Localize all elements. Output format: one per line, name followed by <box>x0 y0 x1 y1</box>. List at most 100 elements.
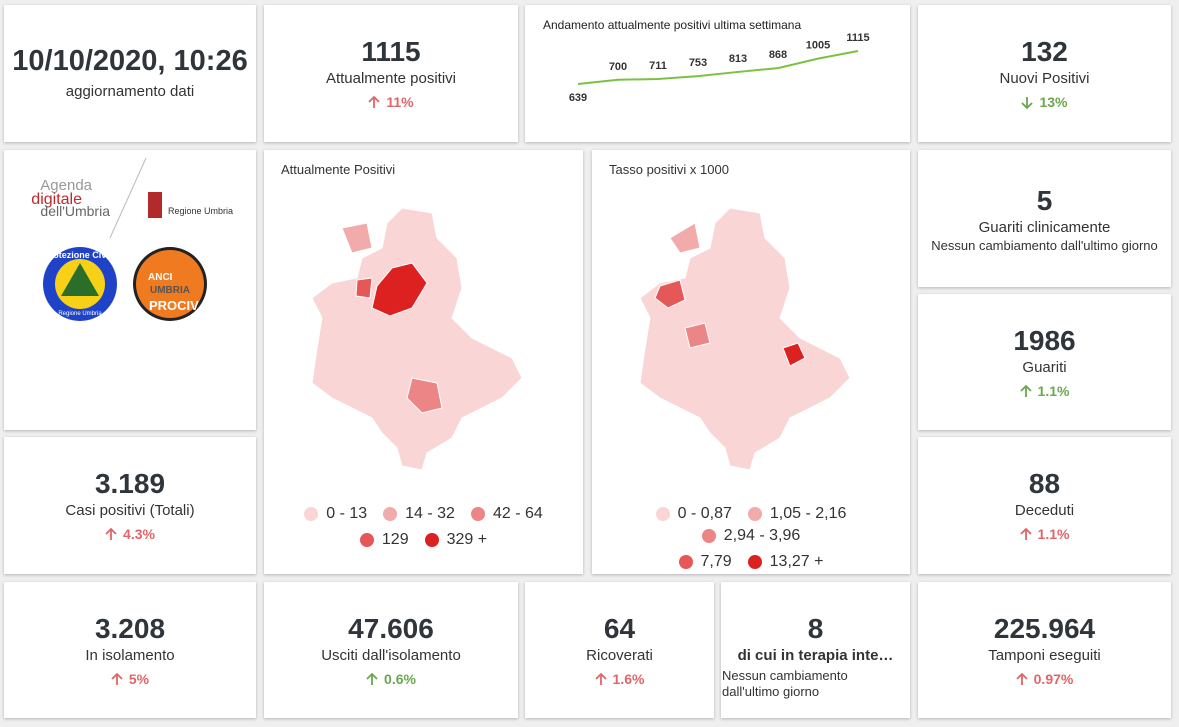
kpi-value: 5 <box>1036 185 1053 216</box>
map-card: Attualmente Positivi 0 - 13 14 - 32 42 - 64… <box>264 150 583 574</box>
anci-inner <box>136 250 204 318</box>
sparkline-title: Andamento attualmente positivi ultima se… <box>543 18 801 32</box>
arrow-path <box>366 672 378 685</box>
kpi-change: 4.3% <box>4 523 256 545</box>
kpi-value: 64 <box>603 613 636 644</box>
update-label: aggiornamento dati <box>65 83 195 100</box>
kpi-label: Attualmente positivi <box>325 70 457 87</box>
legend-item: 7,79 <box>678 553 732 571</box>
kpi-card: 1986 Guariti 1.1% <box>918 294 1171 430</box>
legend-label: 14 - 32 <box>405 505 455 522</box>
sparkline: Andamento attualmente positivi ultima se… <box>543 18 870 104</box>
arrow-path <box>1019 527 1032 540</box>
legend-item: 42 - 64 <box>470 505 543 523</box>
legend-dot <box>383 507 398 521</box>
legend-item: 0 - 13 <box>304 505 367 523</box>
trend-arrow <box>594 672 607 685</box>
trend-arrow <box>368 95 381 108</box>
kpi-card: 64 Ricoverati 1.6% <box>525 582 714 718</box>
logo-text: PROCIV <box>149 298 199 313</box>
map <box>640 208 851 471</box>
change-text: 1.6% <box>612 671 645 687</box>
map-legend: 0 - 0,87 1,05 - 2,16 2,94 - 3,96 7,79 13,27 … <box>602 505 900 571</box>
kpi-label: Guariti clinicamente <box>978 219 1111 236</box>
kpi-card: 1115 Attualmente positivi 11% <box>264 5 518 142</box>
arrow-path <box>111 672 123 685</box>
region <box>669 222 701 254</box>
sparkline-label: 700 <box>609 61 627 73</box>
logo-text: Agenda <box>40 177 92 194</box>
kpi-value: 1115 <box>361 36 421 67</box>
kpi-change: 11% <box>264 91 518 113</box>
logo-text: Regione Umbria <box>168 206 233 216</box>
logos-card: Agenda digitale dell'Umbria Regione Umbr… <box>4 150 256 430</box>
legend-dot <box>359 533 374 547</box>
legend-dot <box>470 507 485 521</box>
sparkline-label: 639 <box>569 92 587 104</box>
update-time: 10/10/2020, 10:26 <box>12 45 248 77</box>
kpi-card: 3.189 Casi positivi (Totali) 4.3% <box>4 437 256 574</box>
legend-item: 2,94 - 3,96 <box>701 527 800 545</box>
sparkline-card: Andamento attualmente positivi ultima se… <box>525 5 910 142</box>
trend-arrow <box>111 672 123 685</box>
legend-label: 0 - 0,87 <box>677 505 732 522</box>
protezione-triangle <box>61 263 99 296</box>
region-outline <box>312 208 523 471</box>
kpi-change: 0.97% <box>918 668 1171 690</box>
legend-dot <box>304 507 319 521</box>
legend-label: 13,27 + <box>769 553 824 570</box>
kpi-card: 8 di cui in terapia inte… Nessun cambiamen… <box>721 582 910 718</box>
map-title: Tasso positivi x 1000 <box>609 162 729 177</box>
kpi-label: Ricoverati <box>586 647 653 664</box>
sparkline-label: 813 <box>729 53 747 65</box>
region <box>654 279 686 309</box>
change-text: 5% <box>128 671 150 687</box>
divider <box>109 157 147 239</box>
kpi-label: Usciti dall'isolamento <box>321 647 461 664</box>
kpi-value: 3.189 <box>94 468 166 499</box>
kpi-card: 5 Guariti clinicamente Nessun cambiamento … <box>918 150 1171 287</box>
sparkline-label: 1115 <box>846 32 869 44</box>
kpi-value: 132 <box>1021 36 1068 67</box>
region <box>341 222 373 254</box>
change-text: 4.3% <box>123 526 155 542</box>
kpi-change: 1.1% <box>918 380 1171 402</box>
map-legend: 0 - 13 14 - 32 42 - 64 129 329 + <box>274 505 573 549</box>
map-card: Tasso positivi x 1000 0 - 0,87 1,05 - 2,16… <box>592 150 910 574</box>
legend-item: 14 - 32 <box>383 505 455 523</box>
kpi-label: Tamponi eseguiti <box>988 647 1101 664</box>
kpi-label: di cui in terapia inte… <box>737 647 894 664</box>
kpi-note: Nessun cambiamento dall'ultimo giorno <box>931 238 1158 253</box>
kpi-card: 47.606 Usciti dall'isolamento 0.6% <box>264 582 518 718</box>
sparkline-label: 1005 <box>806 40 830 52</box>
legend-item: 329 + <box>424 531 488 549</box>
legend-label: 329 + <box>446 531 488 548</box>
legend-label: 1,05 - 2,16 <box>769 505 847 522</box>
trend-arrow <box>1019 384 1032 397</box>
legend-dot <box>678 555 693 569</box>
trend-arrow <box>1019 527 1032 540</box>
logo-text: Regione Umbria <box>58 311 102 317</box>
sparkline-label: 753 <box>689 57 707 69</box>
kpi-value: 47.606 <box>348 613 434 644</box>
legend-label: 42 - 64 <box>492 505 543 522</box>
kpi-value: 88 <box>1028 468 1061 499</box>
legend-item: 0 - 0,87 <box>655 505 732 523</box>
legend-dot <box>701 529 716 543</box>
legend-label: 0 - 13 <box>326 505 368 522</box>
kpi-label: In isolamento <box>85 647 175 664</box>
kpi-note: Nessun cambiamento dall'ultimo giorno <box>722 668 848 699</box>
change-text: 13% <box>1039 94 1068 110</box>
update-card: 10/10/2020, 10:26 aggiornamento dati <box>4 5 256 142</box>
arrow-path <box>1021 97 1034 110</box>
kpi-value: 8 <box>807 613 824 644</box>
kpi-change: 5% <box>4 668 256 690</box>
legend-dot <box>747 555 762 569</box>
arrow-path <box>594 672 607 685</box>
region <box>782 342 806 367</box>
legend-dot <box>747 507 762 521</box>
legend-dot <box>424 533 439 547</box>
change-text: 0.97% <box>1033 671 1074 687</box>
kpi-label: Deceduti <box>1014 502 1075 519</box>
logo-text: Protezione Civile <box>44 250 117 260</box>
